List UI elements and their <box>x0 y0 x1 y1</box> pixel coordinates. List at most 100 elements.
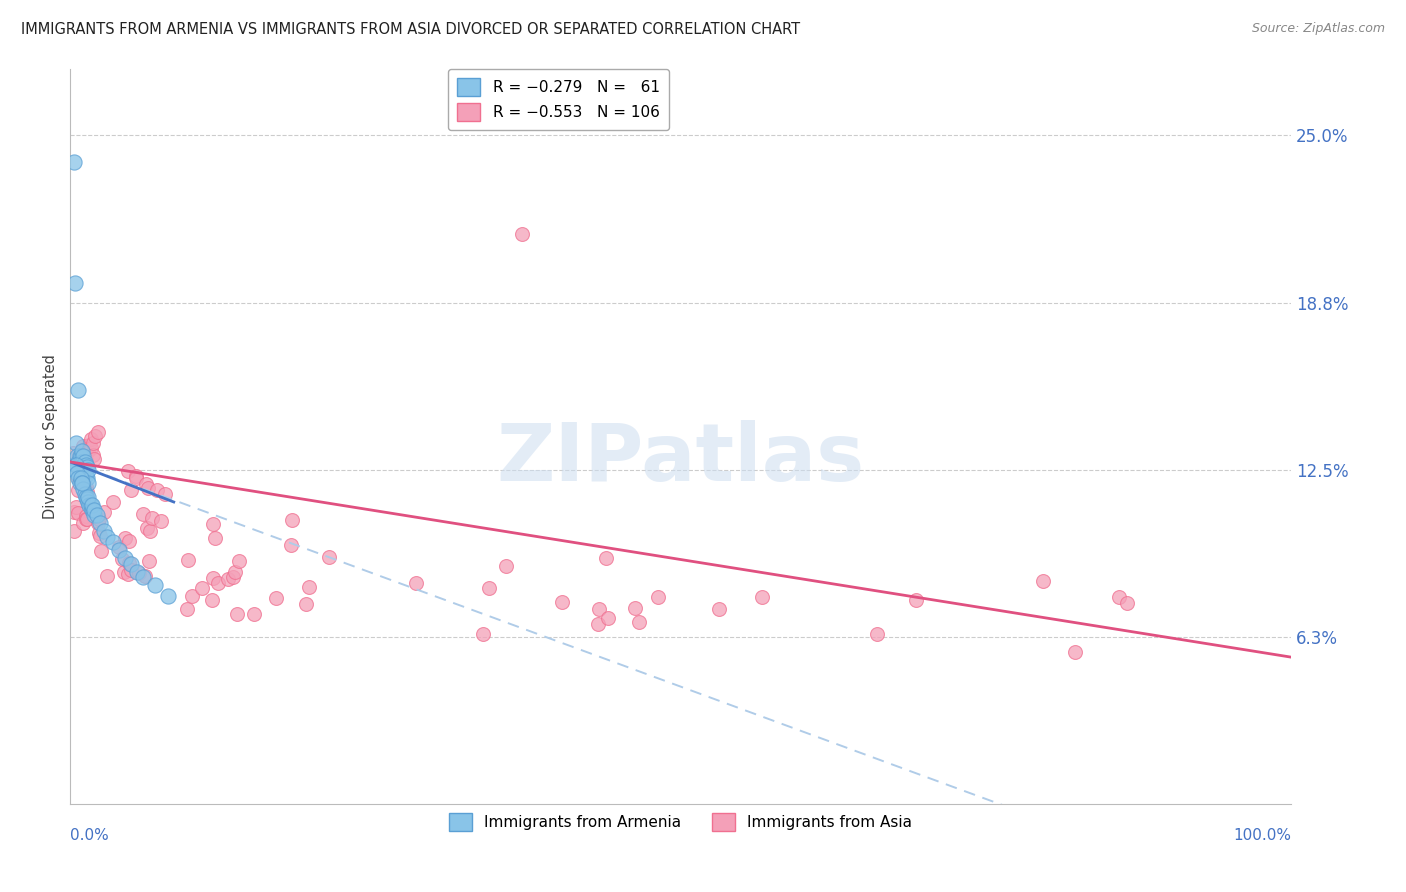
Point <box>138 554 160 568</box>
Point <box>76 460 98 475</box>
Point <box>176 553 198 567</box>
Text: ZIPatlas: ZIPatlas <box>496 419 865 498</box>
Point <box>63 276 86 290</box>
Point <box>110 552 132 566</box>
Point <box>1032 574 1054 589</box>
Point <box>156 589 179 603</box>
Point <box>80 441 103 455</box>
Point <box>67 471 90 485</box>
Point <box>73 455 96 469</box>
Point <box>108 540 131 554</box>
Point <box>176 602 198 616</box>
Point <box>125 471 148 485</box>
Point <box>201 593 224 607</box>
Point <box>224 566 246 580</box>
Point <box>904 593 927 607</box>
Point <box>75 452 97 467</box>
Point <box>70 455 93 469</box>
Point <box>145 578 167 592</box>
Point <box>191 581 214 595</box>
Point <box>72 516 94 530</box>
Point <box>624 601 647 615</box>
Point <box>90 544 112 558</box>
Point <box>510 227 533 242</box>
Point <box>96 568 118 582</box>
Text: IMMIGRANTS FROM ARMENIA VS IMMIGRANTS FROM ASIA DIVORCED OR SEPARATED CORRELATIO: IMMIGRANTS FROM ARMENIA VS IMMIGRANTS FR… <box>21 22 800 37</box>
Point <box>89 529 111 543</box>
Point <box>63 463 86 477</box>
Point <box>82 503 104 517</box>
Point <box>67 506 90 520</box>
Point <box>114 551 136 566</box>
Point <box>120 483 142 498</box>
Point <box>145 483 167 498</box>
Point <box>73 442 96 456</box>
Point <box>405 575 427 590</box>
Point <box>87 425 110 440</box>
Point <box>707 601 730 615</box>
Text: 0.0%: 0.0% <box>70 828 108 843</box>
Point <box>73 466 96 480</box>
Point <box>82 449 104 463</box>
Point <box>82 436 104 450</box>
Point <box>75 465 97 479</box>
Point <box>87 511 110 525</box>
Point <box>77 495 100 509</box>
Point <box>75 468 97 483</box>
Point <box>136 481 159 495</box>
Point <box>83 451 105 466</box>
Text: Source: ZipAtlas.com: Source: ZipAtlas.com <box>1251 22 1385 36</box>
Point <box>127 565 149 579</box>
Point <box>135 477 157 491</box>
Point <box>77 463 100 477</box>
Point <box>596 611 619 625</box>
Point <box>76 492 98 507</box>
Point <box>550 594 572 608</box>
Legend: Immigrants from Armenia, Immigrants from Asia: Immigrants from Armenia, Immigrants from… <box>443 807 918 838</box>
Point <box>83 508 105 523</box>
Point <box>93 505 115 519</box>
Point <box>472 627 495 641</box>
Point <box>180 590 202 604</box>
Point <box>588 602 610 616</box>
Point <box>117 464 139 478</box>
Point <box>80 498 103 512</box>
Point <box>63 466 86 480</box>
Text: 100.0%: 100.0% <box>1233 828 1291 843</box>
Point <box>139 524 162 539</box>
Point <box>83 503 105 517</box>
Point <box>101 495 124 509</box>
Point <box>70 450 93 464</box>
Point <box>124 469 146 483</box>
Point <box>72 482 94 496</box>
Point <box>65 436 87 450</box>
Point <box>72 458 94 473</box>
Point <box>595 550 617 565</box>
Point <box>120 557 142 571</box>
Point <box>112 565 135 579</box>
Point <box>70 444 93 458</box>
Point <box>65 500 87 515</box>
Point <box>89 516 111 531</box>
Point <box>477 581 499 595</box>
Point <box>69 450 91 464</box>
Point <box>72 460 94 475</box>
Point <box>281 512 304 526</box>
Point <box>132 570 155 584</box>
Point <box>107 543 129 558</box>
Point <box>266 591 288 605</box>
Point <box>207 576 229 591</box>
Point <box>84 429 107 443</box>
Point <box>118 534 141 549</box>
Point <box>77 476 100 491</box>
Point <box>76 511 98 525</box>
Point <box>75 512 97 526</box>
Point <box>67 483 90 497</box>
Point <box>80 433 103 447</box>
Point <box>1108 590 1130 604</box>
Point <box>280 538 302 552</box>
Point <box>67 473 90 487</box>
Point <box>76 484 98 499</box>
Point <box>73 487 96 501</box>
Point <box>243 607 266 622</box>
